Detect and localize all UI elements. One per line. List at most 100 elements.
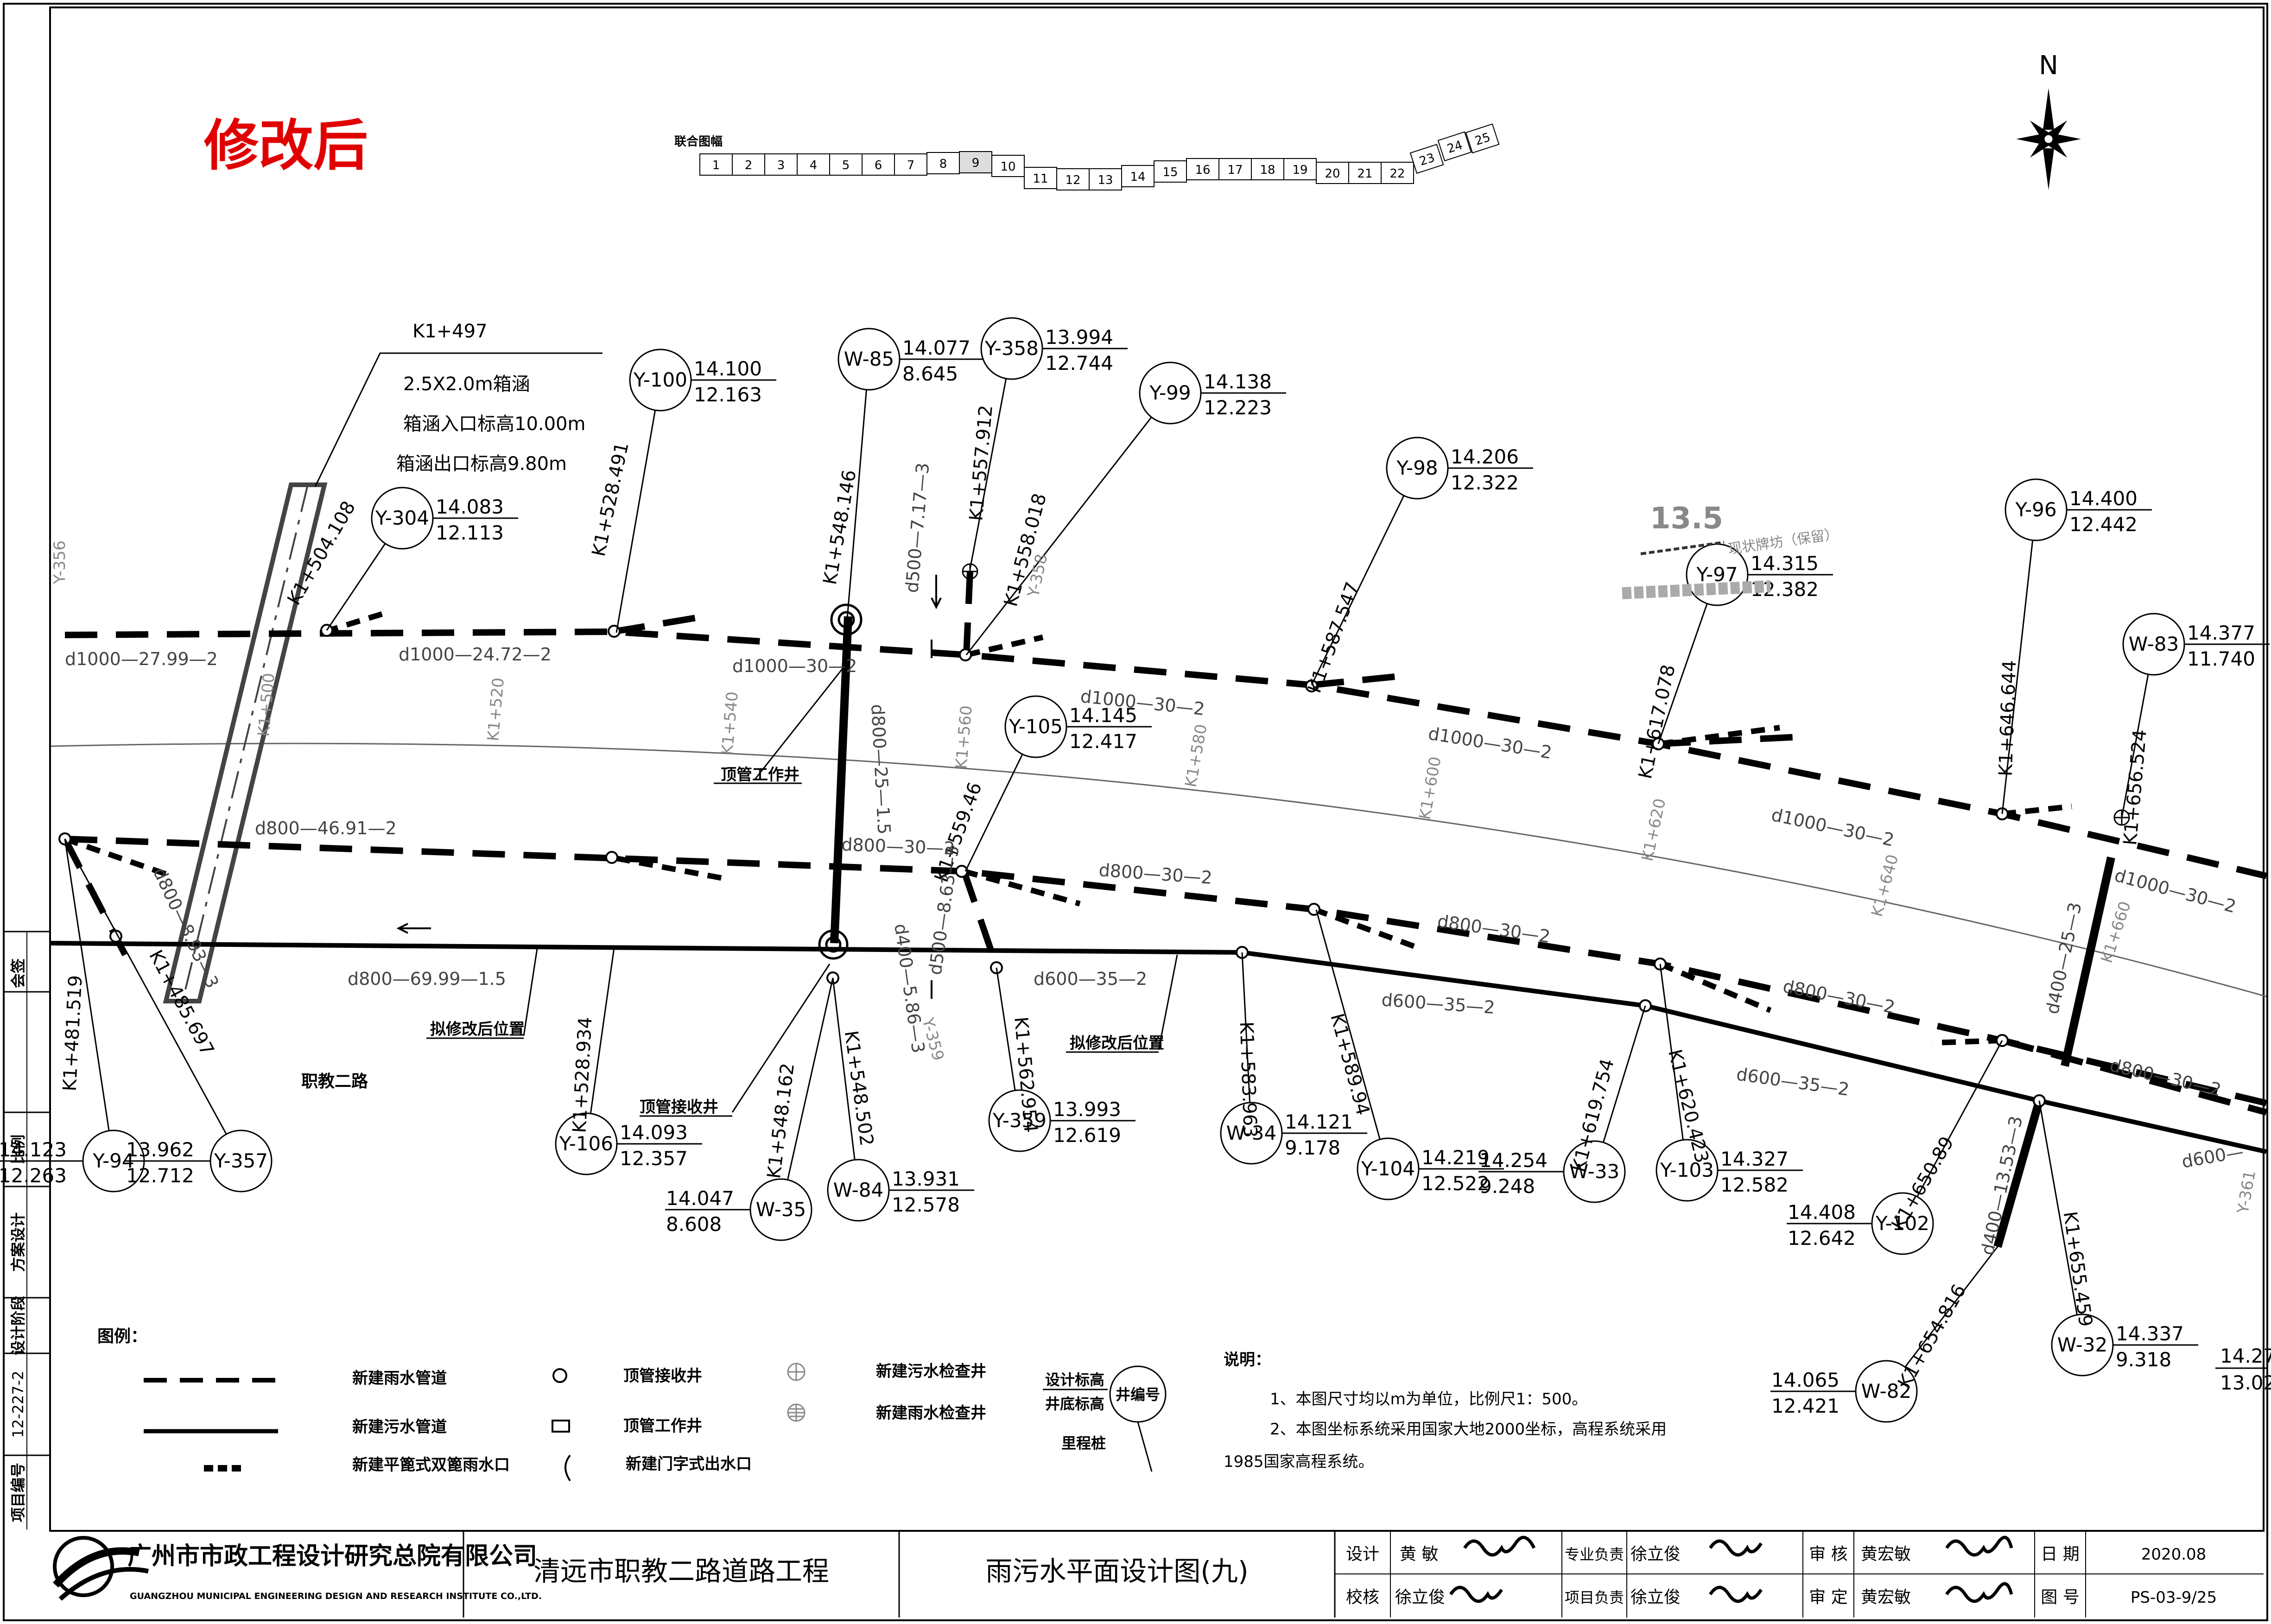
manhole-id: W-34 (1226, 1122, 1276, 1144)
pipe-spec-label: d600—35—2 (1034, 969, 1147, 989)
invert-elevation: 12.223 (1204, 396, 1272, 419)
strip-proj-no-value: 12-227-2 (9, 1370, 27, 1438)
date-label: 日 期 (2041, 1545, 2079, 1564)
invert-elevation: 12.442 (2069, 513, 2138, 536)
leader-line (326, 543, 386, 631)
review-label: 审 核 (1809, 1545, 1847, 1564)
legend-design-elev: 设计标高 (1045, 1371, 1104, 1389)
key-plan-sheet-6: 6 (862, 153, 895, 176)
manhole-y-104: Y-104 14.219 12.522 K1+589.94 (1315, 909, 1504, 1200)
key-plan-sheet-label: 2 (745, 159, 753, 172)
station-label: K1+548.162 (763, 1062, 799, 1180)
general-notes: 说明： 1、本图尺寸均以m为单位，比例尺1：500。 2、本图坐标系统采用国家大… (1224, 1351, 1667, 1471)
notes-title: 说明： (1224, 1351, 1271, 1369)
design-elevation: 13.931 (892, 1167, 960, 1190)
leader-line (590, 947, 615, 1114)
manhole-node-icon (955, 865, 968, 878)
legend-work-well-icon (552, 1420, 570, 1433)
design-elevation: 14.077 (902, 336, 971, 359)
design-elevation: 14.400 (2069, 487, 2138, 510)
culvert-note: K1+497 2.5X2.0m箱涵 箱涵入口标高10.00m 箱涵出口标高9.8… (314, 321, 603, 487)
design-elevation: 13.962 (126, 1138, 194, 1161)
key-plan-sheet-2: 2 (732, 153, 765, 176)
legend-inlet: 新建平篦式双篦雨水口 (352, 1456, 510, 1474)
legend-receive-well-icon (552, 1368, 567, 1383)
manhole-w-82: W-82 14.065 12.421 K1+654.816 (1770, 1246, 1998, 1423)
strip-stage: 设计阶段 (9, 1296, 27, 1355)
legend-sewer-mh: 新建污水检查井 (876, 1362, 986, 1381)
station-label: K1+617.078 (1635, 663, 1680, 781)
key-plan-sheet-7: 7 (894, 153, 927, 176)
key-plan-sheet-8: 8 (926, 152, 960, 174)
manhole-id: Y-99 (1149, 381, 1191, 404)
invert-elevation: 12.522 (1421, 1172, 1490, 1195)
design-elevation: 14.337 (2116, 1322, 2184, 1345)
jacking-work-well-icon (830, 603, 863, 636)
faint-label: K1+640 (1868, 852, 1902, 919)
leader-line (1904, 1246, 1998, 1368)
design-elevation: 14.206 (1451, 445, 1519, 468)
key-plan-sheet-label: 8 (939, 157, 947, 171)
key-plan-sheet-label: 1 (712, 159, 720, 172)
station-label: K1+654.816 (1894, 1281, 1970, 1392)
manhole-id: W-33 (1569, 1160, 1619, 1183)
manhole-y-98: Y-98 14.206 12.322 K1+587.547 (1304, 437, 1533, 696)
leader-line (964, 754, 1023, 872)
design-name: 黄 敏 (1400, 1545, 1438, 1564)
revision-mark: 修改后 (204, 114, 368, 178)
jacking-work-well-label: 顶管工作井 (721, 766, 799, 784)
design-elevation: 14.315 (1751, 552, 1819, 575)
key-plan-sheet-label: 24 (1446, 138, 1465, 156)
legend: 图例： 新建雨水管道 新建污水管道 新建平篦式双篦雨水口 顶管接收井 顶管工作井… (97, 1327, 1167, 1482)
rain-pipes (62, 571, 2267, 1116)
legend-outfall: 新建门字式出水口 (626, 1455, 752, 1473)
key-plan-sheet-label: 5 (842, 159, 850, 172)
design-elevation: 13.993 (1053, 1098, 1121, 1121)
key-plan-sheet-12: 12 (1056, 168, 1090, 190)
road-name: 职教二路 (301, 1072, 368, 1091)
strip-scale: 比例 (9, 1135, 27, 1164)
invert-elevation: 13.02 (2220, 1371, 2271, 1394)
notes-line2: 2、本图坐标系统采用国家大地2000坐标，高程系统采用 (1270, 1420, 1667, 1439)
station-label: K1+557.912 (965, 404, 997, 522)
design-elevation: 14.219 (1421, 1146, 1490, 1169)
company-logo-icon (53, 1536, 149, 1601)
manhole-id: Y-98 (1396, 457, 1438, 479)
invert-elevation: 12.582 (1720, 1174, 1789, 1196)
key-plan-sheet-11: 11 (1024, 167, 1057, 189)
rain-inlets (64, 609, 2072, 1046)
design-elevation: 14.100 (694, 357, 762, 380)
key-plan-sheet-label: 12 (1065, 173, 1080, 187)
design-elevation: 14.327 (1720, 1148, 1789, 1170)
annotations: 顶管工作井 顶管接收井 拟修改后位置 拟修改后位置 职教二路 13.5 现状牌坊… (301, 501, 1840, 1117)
leader-line (2038, 1100, 2078, 1315)
key-plan-sheet-label: 7 (907, 159, 915, 172)
faint-label: Y-356 (51, 540, 69, 584)
station-label: K1+481.519 (59, 975, 86, 1092)
leader-line (64, 838, 227, 1135)
legend-receive-well: 顶管接收井 (623, 1367, 702, 1385)
pipe-labels: d1000—27.99—2 d1000—24.72—2 d1000—30—2 d100… (65, 462, 2245, 1257)
key-plan-sheet-20: 20 (1316, 162, 1349, 184)
legend-well-no: 井编号 (1116, 1386, 1160, 1403)
invert-elevation: 12.263 (0, 1164, 67, 1187)
jacking-receive-well-icon (818, 929, 849, 960)
design-elevation: 14.138 (1204, 370, 1272, 393)
invert-elevation: 9.178 (1285, 1136, 1340, 1159)
design-elevation: 14.123 (0, 1138, 67, 1161)
station-label: K1+655.459 (2059, 1210, 2096, 1328)
faint-label: K1+580 (1181, 723, 1211, 788)
key-plan-sheet-label: 10 (1000, 160, 1015, 174)
design-elevation: 14.121 (1285, 1110, 1353, 1133)
sewer-branches (830, 616, 2115, 1248)
faint-label: K1+500 (254, 672, 279, 737)
existing-archway-number: 13.5 (1650, 501, 1723, 536)
design-elevation: 14.047 (666, 1187, 734, 1210)
